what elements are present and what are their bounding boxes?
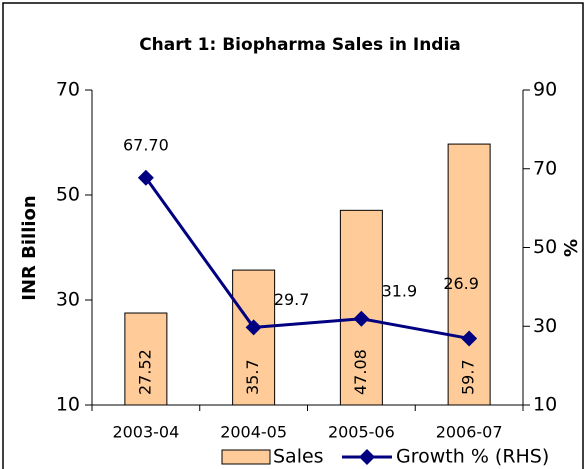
y2-tick-label: 30 <box>533 315 557 337</box>
x-tick-label: 2003-04 <box>112 423 179 442</box>
bar-value-label: 59.7 <box>459 359 478 395</box>
bar <box>124 312 168 406</box>
bar <box>339 209 383 406</box>
y-tick-label: 10 <box>56 394 80 416</box>
chart-title: Chart 1: Biopharma Sales in India <box>139 35 461 55</box>
bar-value-label: 47.08 <box>351 349 370 395</box>
y2-axis-label: % <box>561 239 582 257</box>
x-tick-label: 2004-05 <box>220 423 287 442</box>
marker <box>137 169 154 186</box>
marker <box>353 310 370 327</box>
x-tick-label: 2005-06 <box>328 423 395 442</box>
marker <box>245 319 262 336</box>
y-axis-label: INR Billion <box>19 195 40 300</box>
line <box>144 176 470 340</box>
legend-label: Growth % (RHS) <box>396 446 549 468</box>
marker <box>461 330 478 347</box>
legend-label: Sales <box>273 446 324 468</box>
legend-marker <box>359 449 375 465</box>
bar <box>447 143 491 406</box>
y-tick-label: 70 <box>56 79 80 101</box>
line-value-label: 26.9 <box>443 274 479 293</box>
y-tick-label: 30 <box>56 289 80 311</box>
line-value-label: 67.70 <box>123 135 169 154</box>
bar <box>232 269 276 406</box>
line-value-label: 31.9 <box>382 281 418 300</box>
y2-tick-label: 10 <box>533 394 557 416</box>
bar-value-label: 27.52 <box>135 349 154 395</box>
line-value-label: 29.7 <box>274 290 310 309</box>
y2-tick-label: 90 <box>533 79 557 101</box>
y-tick-label: 50 <box>56 184 80 206</box>
y2-tick-label: 70 <box>533 157 557 179</box>
bar-value-label: 35.7 <box>243 359 262 395</box>
legend-swatch <box>221 449 271 465</box>
x-tick-label: 2006-07 <box>436 423 503 442</box>
y2-tick-label: 50 <box>533 236 557 258</box>
